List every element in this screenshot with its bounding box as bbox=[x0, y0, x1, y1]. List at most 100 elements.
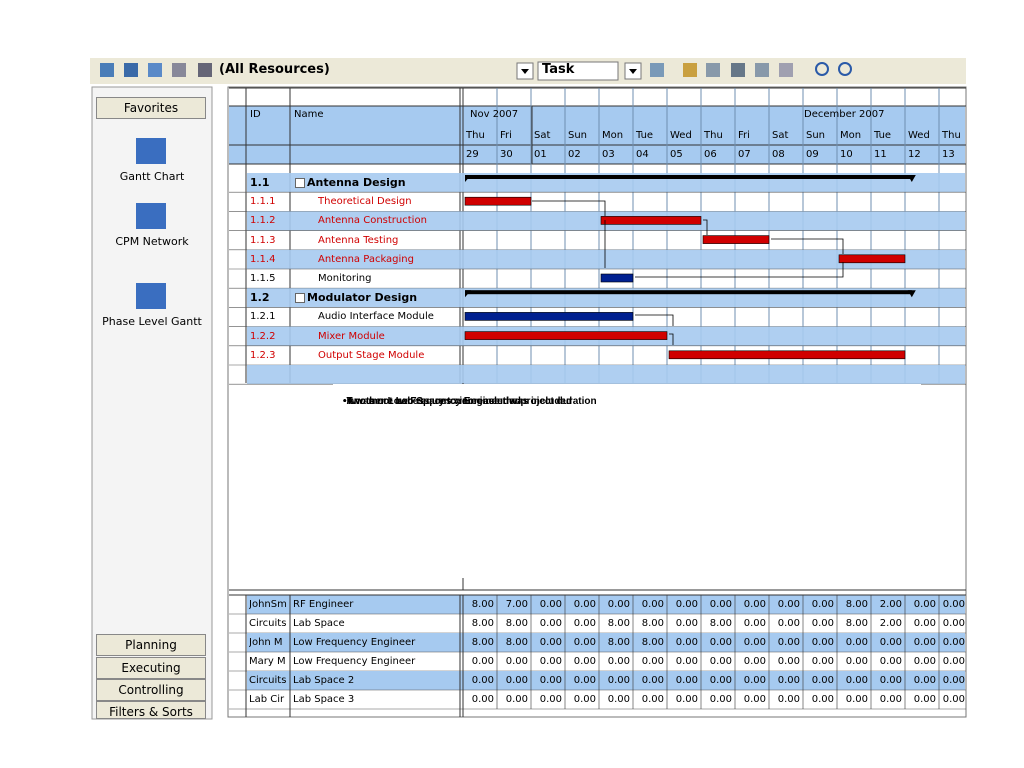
resource-hours: 0.00 bbox=[675, 694, 698, 705]
resource-hours: 0.00 bbox=[913, 599, 936, 610]
nav-button[interactable]: Planning bbox=[96, 634, 206, 656]
summary-bar bbox=[465, 175, 912, 179]
task-bar bbox=[464, 331, 668, 340]
day-name: Sat bbox=[534, 130, 551, 141]
day-date: 09 bbox=[806, 149, 819, 160]
task-bar bbox=[600, 273, 634, 283]
sidebar bbox=[91, 86, 213, 720]
resource-hours: 0.00 bbox=[573, 599, 596, 610]
resource-hours: 0.00 bbox=[539, 618, 562, 629]
resource-hours: 0.00 bbox=[743, 618, 766, 629]
resource-hours: 0.00 bbox=[942, 675, 965, 686]
resource-hours: 0.00 bbox=[471, 675, 494, 686]
resource-short: Circuits bbox=[249, 618, 287, 629]
row-bg bbox=[247, 249, 965, 269]
resource-hours: 0.00 bbox=[573, 656, 596, 667]
sidebar-icons bbox=[136, 138, 166, 309]
resource-hours: 0.00 bbox=[743, 656, 766, 667]
day-date: 12 bbox=[908, 149, 921, 160]
note-bullet: •Another Low Frequency Engineer was incl… bbox=[343, 396, 573, 407]
resource-hours: 0.00 bbox=[913, 694, 936, 705]
view-label: Gantt Chart bbox=[119, 170, 185, 183]
task-name: Antenna Construction bbox=[318, 215, 427, 227]
task-name: Theoretical Design bbox=[318, 196, 412, 208]
collapse-icon bbox=[295, 178, 305, 188]
resource-hours: 8.00 bbox=[471, 618, 494, 629]
day-name: Thu bbox=[704, 130, 723, 141]
resource-hours: 0.00 bbox=[811, 637, 834, 648]
resource-hours: 0.00 bbox=[505, 656, 528, 667]
task-id: 1.2 bbox=[250, 291, 270, 305]
task-id: 1.1 bbox=[250, 176, 270, 189]
task-bar bbox=[464, 312, 634, 321]
view-select: Task bbox=[542, 62, 575, 77]
resource-name: Low Frequency Engineer bbox=[293, 637, 416, 648]
resource-hours: 0.00 bbox=[539, 694, 562, 705]
day-date: 30 bbox=[500, 149, 513, 160]
day-name: Fri bbox=[738, 130, 750, 141]
nav-button[interactable]: Filters & Sorts bbox=[96, 701, 206, 719]
day-name: Tue bbox=[636, 130, 654, 141]
row-bg bbox=[247, 365, 965, 385]
day-date: 13 bbox=[942, 149, 955, 160]
resource-hours: 7.00 bbox=[505, 599, 528, 610]
task-name: Antenna Packaging bbox=[318, 253, 414, 265]
notes-box: •Another Low Frequency Engineer was incl… bbox=[333, 384, 921, 578]
header-bg bbox=[229, 106, 965, 164]
resource-hours: 8.00 bbox=[505, 618, 528, 629]
resource-hours: 0.00 bbox=[709, 599, 732, 610]
day-date: 04 bbox=[636, 149, 649, 160]
resource-hours: 0.00 bbox=[471, 694, 494, 705]
resource-hours: 0.00 bbox=[942, 618, 965, 629]
resource-name: Lab Space 3 bbox=[293, 694, 355, 705]
resource-hours: 0.00 bbox=[879, 656, 902, 667]
task-id: 1.1.2 bbox=[250, 215, 276, 227]
resource-hours: 0.00 bbox=[777, 599, 800, 610]
resource-hours: 0.00 bbox=[913, 637, 936, 648]
dependency-link bbox=[532, 200, 606, 216]
resource-hours: 0.00 bbox=[879, 637, 902, 648]
day-date: 01 bbox=[534, 149, 547, 160]
resource-hours: 0.00 bbox=[777, 656, 800, 667]
resource-filter: (All Resources) bbox=[219, 62, 330, 77]
task-bar bbox=[668, 350, 906, 360]
task-id: 1.1.3 bbox=[250, 234, 276, 246]
task-id: 1.1.4 bbox=[250, 253, 276, 265]
resource-hours: 0.00 bbox=[811, 675, 834, 686]
resource-hours: 8.00 bbox=[709, 618, 732, 629]
task-bar bbox=[600, 216, 702, 225]
view-label: CPM Network bbox=[115, 235, 189, 248]
resource-hours: 8.00 bbox=[845, 618, 868, 629]
resource-hours: 0.00 bbox=[879, 694, 902, 705]
resource-hours: 0.00 bbox=[777, 618, 800, 629]
task-name: Antenna Design bbox=[307, 176, 406, 189]
nav-button[interactable]: Controlling bbox=[96, 679, 206, 701]
task-id: 1.2.1 bbox=[250, 311, 276, 323]
resource-hours: 8.00 bbox=[471, 637, 494, 648]
resource-hours: 8.00 bbox=[505, 637, 528, 648]
resource-hours: 0.00 bbox=[942, 637, 965, 648]
task-id: 1.1.1 bbox=[250, 196, 276, 208]
resource-hours: 0.00 bbox=[845, 637, 868, 648]
day-name: Thu bbox=[466, 130, 485, 141]
task-id: 1.2.2 bbox=[250, 330, 276, 342]
resource-hours: 0.00 bbox=[811, 694, 834, 705]
header-top bbox=[229, 88, 965, 106]
dependency-link bbox=[771, 238, 844, 254]
day-date: 06 bbox=[704, 149, 717, 160]
resource-hours: 0.00 bbox=[505, 675, 528, 686]
resource-hours: 0.00 bbox=[539, 675, 562, 686]
day-date: 05 bbox=[670, 149, 683, 160]
resource-hours: 8.00 bbox=[607, 618, 630, 629]
dependency-link bbox=[635, 314, 674, 326]
resource-hours: 0.00 bbox=[845, 694, 868, 705]
day-date: 10 bbox=[840, 149, 853, 160]
resource-hours: 0.00 bbox=[471, 656, 494, 667]
resource-hours: 2.00 bbox=[879, 618, 902, 629]
nav-button[interactable]: Executing bbox=[96, 657, 206, 679]
month-label: December 2007 bbox=[804, 109, 885, 120]
favorites-button: Favorites bbox=[96, 97, 206, 119]
resource-hours: 0.00 bbox=[607, 599, 630, 610]
resource-hours: 0.00 bbox=[675, 618, 698, 629]
day-date: 02 bbox=[568, 149, 581, 160]
